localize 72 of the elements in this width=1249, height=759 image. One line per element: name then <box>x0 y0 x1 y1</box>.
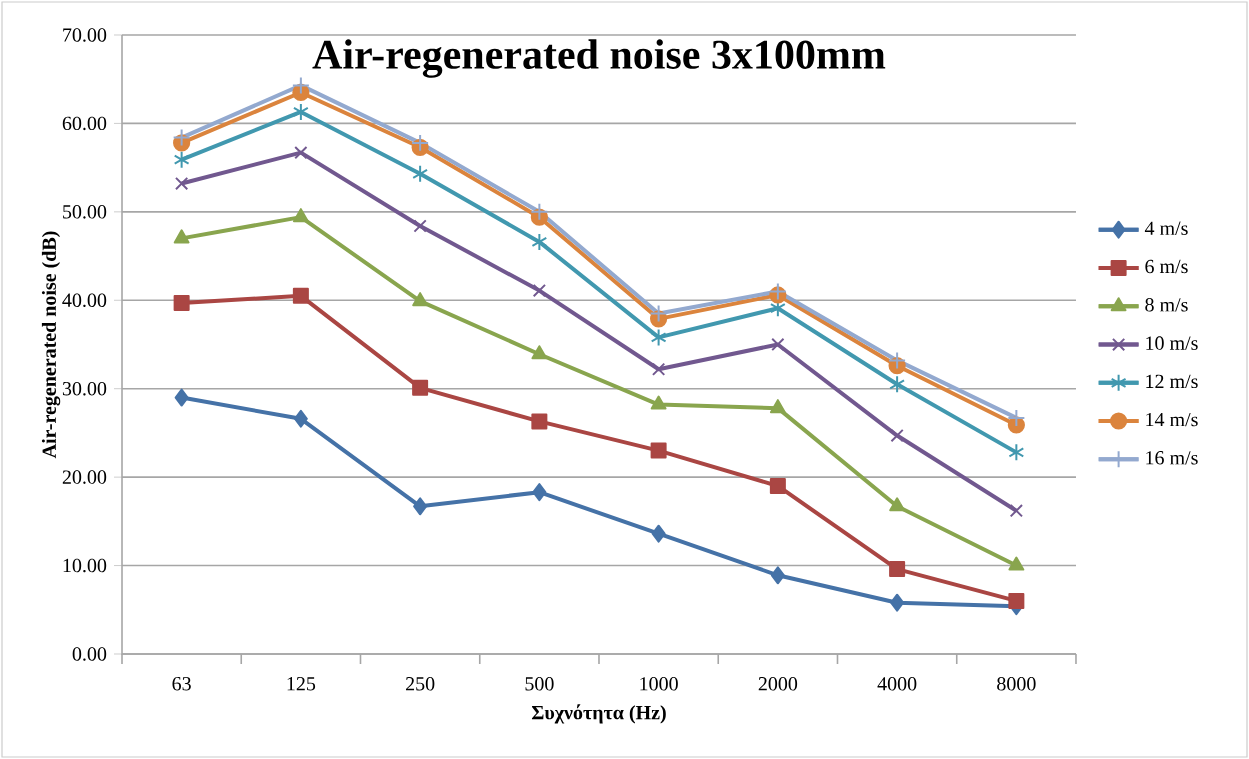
point <box>411 133 430 152</box>
point <box>531 413 548 430</box>
point <box>532 483 547 502</box>
point <box>890 593 905 612</box>
x-tick-label: 8000 <box>997 677 1036 691</box>
point <box>531 232 548 251</box>
point <box>412 292 429 307</box>
point <box>1007 408 1026 427</box>
point <box>531 345 548 360</box>
point <box>294 145 308 160</box>
point <box>1008 556 1025 571</box>
y-axis-title: Air-regenerated noise (dB) <box>41 231 61 459</box>
point <box>771 337 785 352</box>
point <box>1008 443 1025 462</box>
point <box>1008 592 1025 609</box>
point <box>1009 504 1024 518</box>
point <box>650 395 667 410</box>
point <box>649 304 668 323</box>
y-tick-label: 0.00 <box>72 647 107 661</box>
point <box>889 375 906 394</box>
x-tick-label: 4000 <box>877 677 917 691</box>
point <box>174 388 189 407</box>
point <box>172 128 191 147</box>
point <box>890 428 904 443</box>
legend-label: 16 m/s <box>1146 451 1198 465</box>
point <box>292 287 309 304</box>
point <box>650 442 667 459</box>
x-axis-title: Συχνότητα (Hz) <box>531 704 666 724</box>
point <box>413 219 427 233</box>
point <box>769 399 786 414</box>
x-tick-label: 250 <box>406 677 435 691</box>
point <box>174 176 189 191</box>
point <box>650 328 667 347</box>
point <box>412 379 429 396</box>
y-tick-label: 60.00 <box>62 116 107 131</box>
legend-label: 4 m/s <box>1144 221 1188 236</box>
y-tick-label: 30.00 <box>62 381 107 396</box>
point <box>768 282 787 301</box>
x-tick-label: 125 <box>287 677 316 691</box>
y-tick-label: 40.00 <box>62 293 107 308</box>
x-tick-label: 2000 <box>758 677 798 691</box>
y-tick-label: 10.00 <box>63 558 107 573</box>
x-tick-label: 1000 <box>640 677 678 691</box>
x-tick-label: 63 <box>172 677 191 691</box>
point <box>291 76 310 95</box>
point <box>889 561 906 578</box>
point <box>173 150 190 169</box>
x-tick-label: 500 <box>525 677 554 691</box>
point <box>889 497 906 512</box>
legend-label: 14 m/s <box>1146 412 1198 427</box>
point <box>530 202 549 221</box>
point <box>412 164 429 183</box>
point <box>173 229 190 244</box>
point <box>651 524 666 543</box>
y-tick-label: 50.00 <box>63 205 107 219</box>
chart-title: Air-regenerated noise 3x100mm <box>312 39 886 78</box>
legend-label: 10 m/s <box>1146 336 1198 350</box>
point <box>769 477 786 494</box>
legend-label: 8 m/s <box>1145 298 1188 312</box>
y-tick-label: 70.00 <box>63 28 107 42</box>
legend-label: 6 m/s <box>1145 259 1188 274</box>
point <box>651 362 666 376</box>
legend-label: 12 m/s <box>1146 374 1198 389</box>
point <box>293 409 308 428</box>
y-tick-label: 20.00 <box>62 470 107 484</box>
point <box>292 208 309 223</box>
point <box>888 351 907 370</box>
point <box>770 566 785 585</box>
point <box>292 102 309 121</box>
point <box>413 497 428 516</box>
point <box>173 294 190 311</box>
point <box>532 283 547 298</box>
